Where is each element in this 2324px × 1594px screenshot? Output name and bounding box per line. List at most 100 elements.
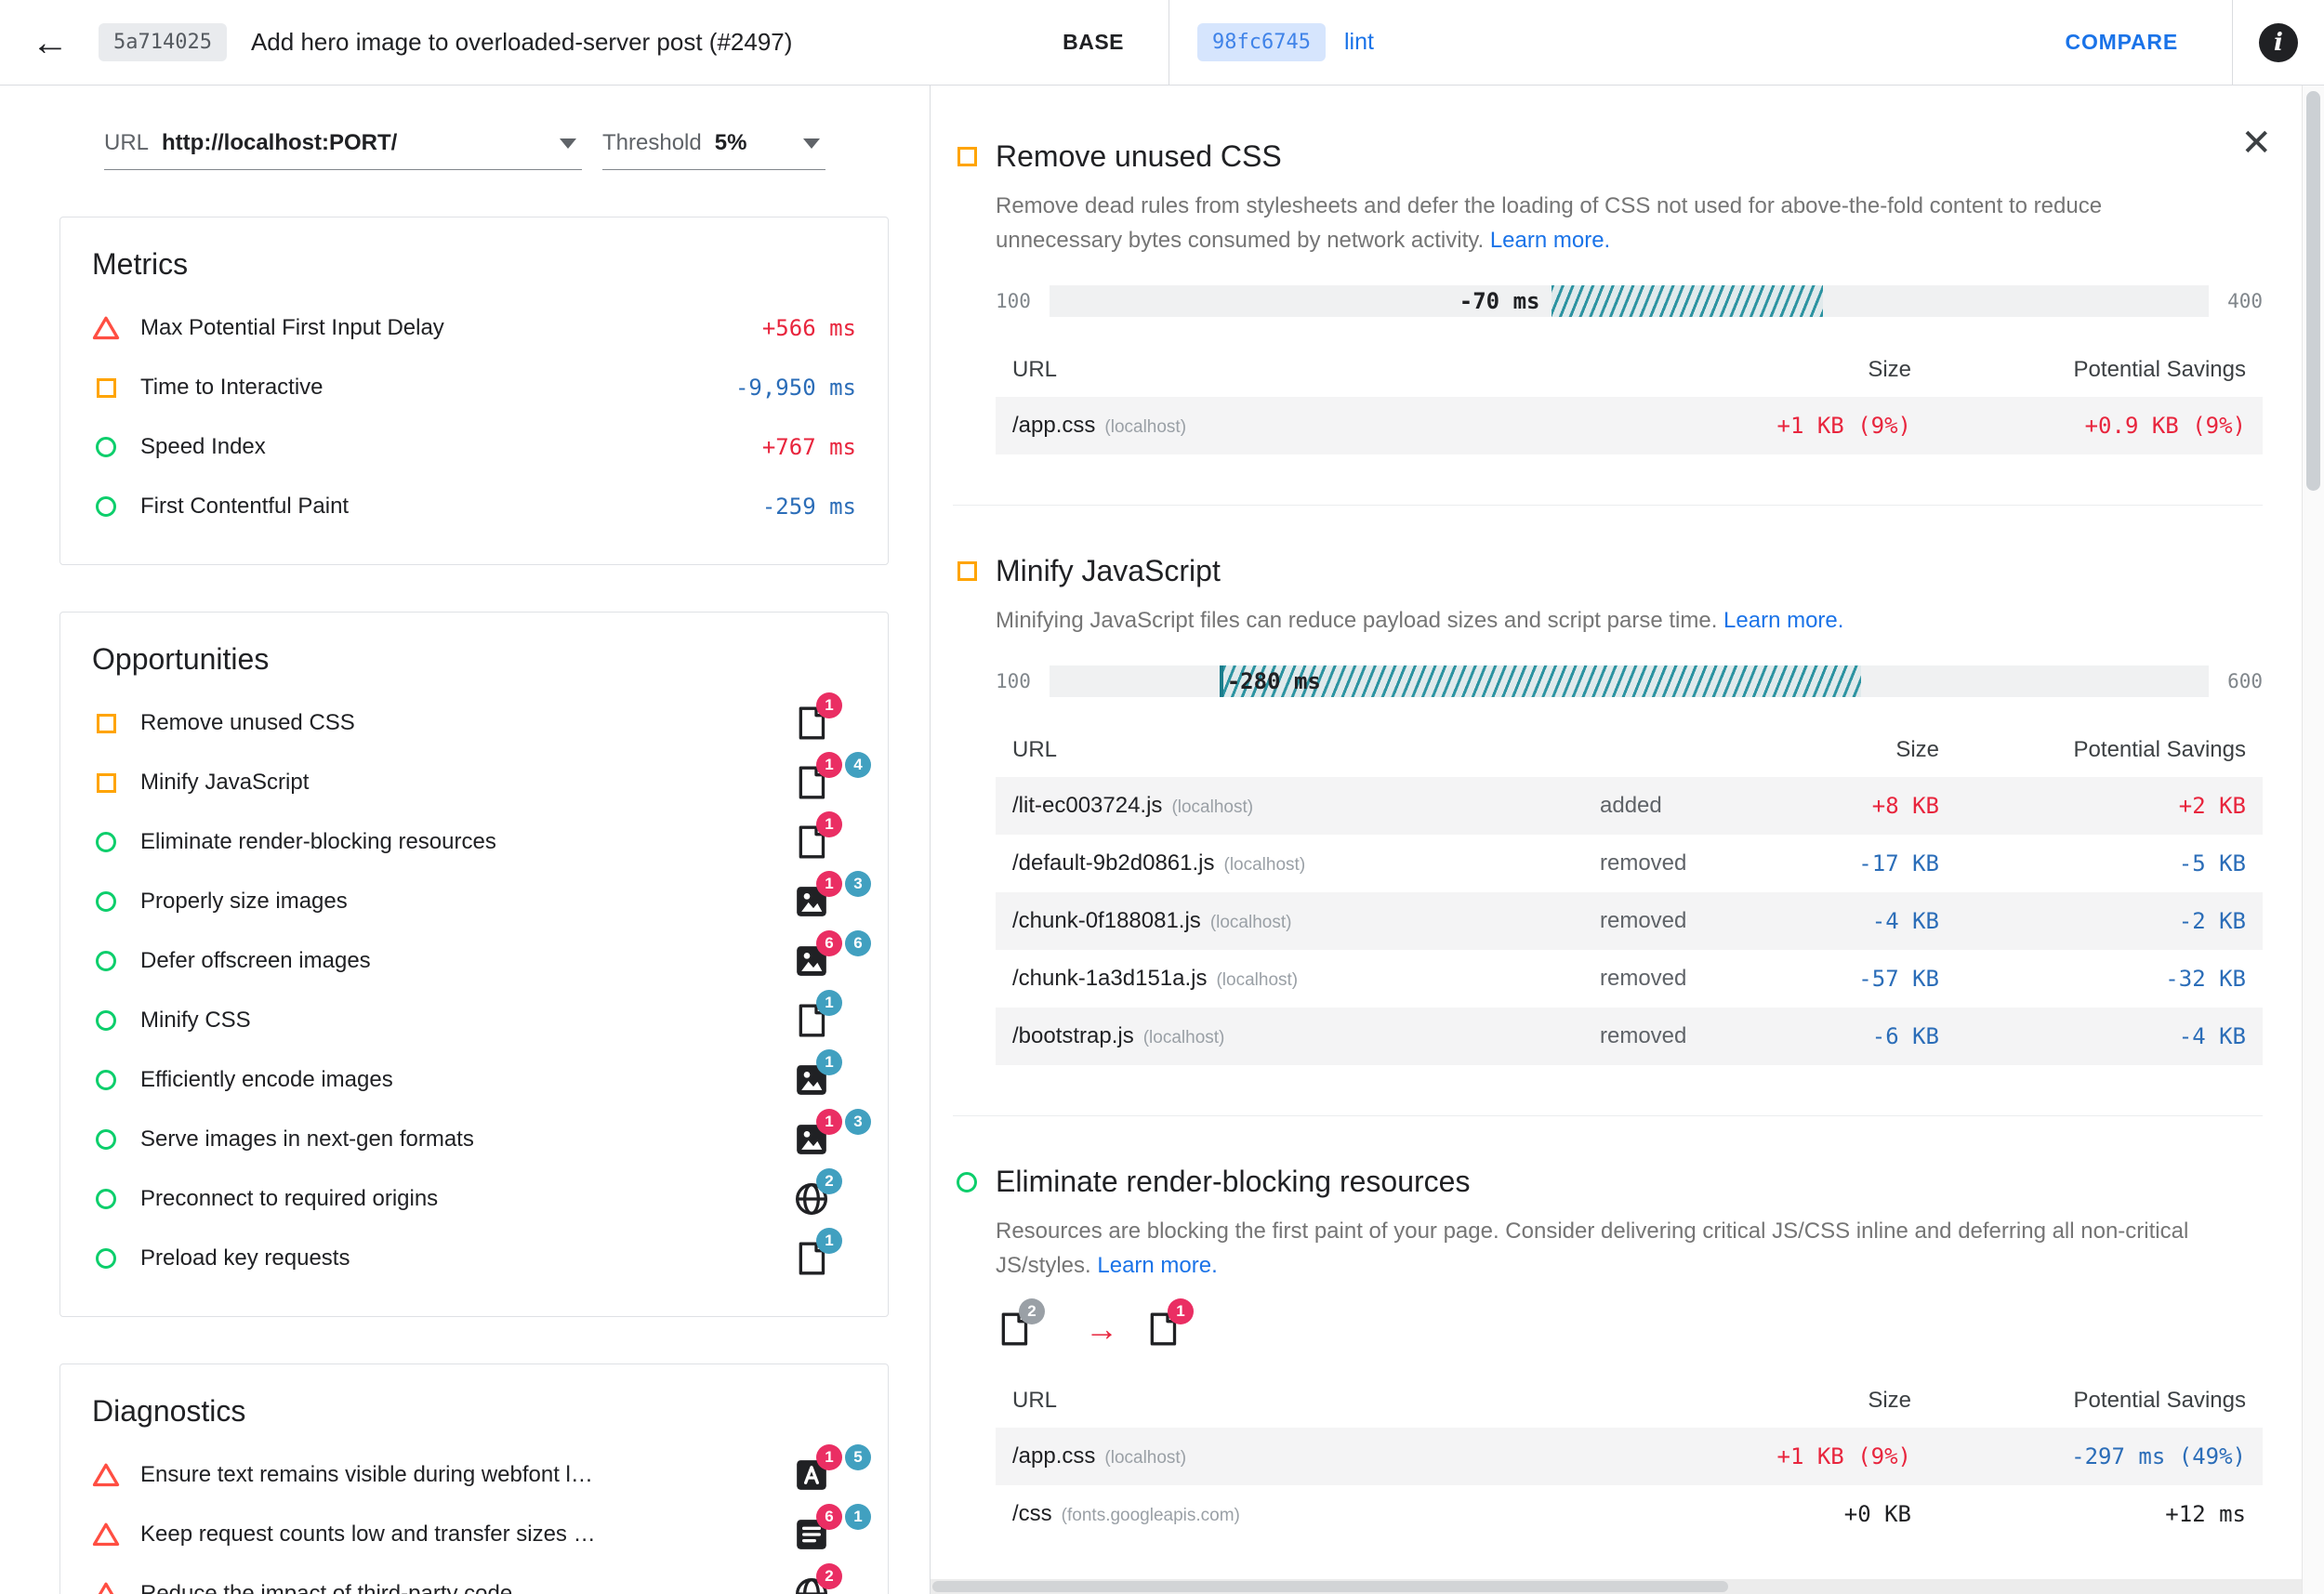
vertical-scrollbar[interactable] bbox=[2302, 86, 2324, 1594]
column-size: Size bbox=[1868, 357, 1911, 382]
opportunity-row[interactable]: Defer offscreen images 6 6 bbox=[92, 930, 871, 991]
fail-triangle-icon bbox=[92, 1580, 120, 1594]
column-savings: Potential Savings bbox=[2073, 357, 2246, 382]
chevron-down-icon bbox=[803, 138, 820, 149]
close-icon[interactable]: ✕ bbox=[2240, 123, 2272, 164]
metric-label: Speed Index bbox=[140, 434, 266, 459]
diagnostic-row[interactable]: Keep request counts low and transfer siz… bbox=[92, 1504, 871, 1564]
vertical-scrollbar-thumb[interactable] bbox=[2306, 91, 2320, 491]
detail-section-minify-javascript: Minify JavaScript Minifying JavaScript f… bbox=[953, 554, 2263, 1116]
horizontal-scrollbar-thumb[interactable] bbox=[932, 1581, 1728, 1592]
table-header: URL Size Potential Savings bbox=[996, 723, 2263, 777]
count-badge: 1 bbox=[816, 990, 842, 1016]
info-icon[interactable]: i bbox=[2259, 22, 2298, 62]
opportunity-row[interactable]: Preload key requests 1 bbox=[92, 1228, 856, 1288]
opportunity-row[interactable]: Minify JavaScript 1 4 bbox=[92, 752, 871, 812]
row-status: removed bbox=[1600, 966, 1687, 991]
savings-value: -2 KB bbox=[2178, 908, 2246, 934]
opportunity-row[interactable]: Serve images in next-gen formats 1 3 bbox=[92, 1109, 871, 1169]
savings-value: -5 KB bbox=[2178, 850, 2246, 876]
metric-value: +566 ms bbox=[761, 315, 856, 341]
timing-scale: 100 -70 ms 400 bbox=[996, 285, 2263, 317]
section-description: Resources are blocking the first paint o… bbox=[996, 1214, 2213, 1283]
opportunity-row[interactable]: Remove unused CSS 1 bbox=[92, 692, 856, 753]
opportunity-row[interactable]: Properly size images 1 3 bbox=[92, 871, 871, 931]
metric-row[interactable]: Speed Index +767 ms bbox=[92, 417, 856, 477]
learn-more-link[interactable]: Learn more. bbox=[1723, 608, 1844, 633]
threshold-select[interactable]: Threshold 5% bbox=[602, 126, 825, 170]
size-value: -57 KB bbox=[1858, 966, 1939, 992]
metric-row[interactable]: Max Potential First Input Delay +566 ms bbox=[92, 298, 856, 358]
opportunity-label: Efficiently encode images bbox=[140, 1067, 393, 1092]
section-header: Eliminate render-blocking resources bbox=[953, 1165, 2263, 1199]
header-compare-section: 98fc6745 lint COMPARE bbox=[1169, 0, 2233, 85]
opportunity-label: Eliminate render-blocking resources bbox=[140, 829, 496, 854]
pass-circle-icon bbox=[92, 891, 120, 912]
compare-button[interactable]: COMPARE bbox=[2065, 30, 2178, 54]
horizontal-scrollbar[interactable] bbox=[931, 1579, 2302, 1594]
learn-more-link[interactable]: Learn more. bbox=[1489, 228, 1611, 253]
diagnostic-row[interactable]: Reduce the impact of third-party code 2 bbox=[92, 1563, 856, 1594]
opportunity-label: Serve images in next-gen formats bbox=[140, 1126, 474, 1152]
metrics-card: Metrics Max Potential First Input Delay … bbox=[59, 217, 889, 565]
opportunity-label: Minify CSS bbox=[140, 1008, 251, 1033]
top-bar: ← 5a714025 Add hero image to overloaded-… bbox=[0, 0, 2324, 86]
description-text: Remove dead rules from stylesheets and d… bbox=[996, 193, 2103, 253]
resource-url: /default-9b2d0861.js (localhost) bbox=[1012, 850, 1306, 876]
fail-triangle-icon bbox=[92, 1521, 120, 1548]
document-icon: 1 bbox=[1144, 1298, 1194, 1348]
url-select[interactable]: URL http://localhost:PORT/ bbox=[104, 126, 582, 170]
column-savings: Potential Savings bbox=[2073, 1388, 2246, 1413]
count-badge: 2 bbox=[1019, 1298, 1045, 1324]
opportunity-row[interactable]: Minify CSS 1 bbox=[92, 990, 856, 1050]
size-value: +8 KB bbox=[1871, 793, 1939, 819]
back-button[interactable]: ← bbox=[26, 24, 74, 61]
url-select-value: http://localhost:PORT/ bbox=[162, 130, 398, 155]
base-label: BASE bbox=[1063, 30, 1124, 54]
section-title: Eliminate render-blocking resources bbox=[996, 1165, 1471, 1198]
detail-panel: ✕ Remove unused CSS Remove dead rules fr… bbox=[931, 86, 2324, 1594]
size-value: -4 KB bbox=[1871, 908, 1939, 934]
table-body: /app.css (localhost) +1 KB (9%) +0.9 KB (… bbox=[996, 397, 2263, 454]
opportunity-row[interactable]: Eliminate render-blocking resources 1 bbox=[92, 811, 856, 872]
size-value: +0 KB bbox=[1843, 1501, 1911, 1527]
opportunities-title: Opportunities bbox=[92, 642, 270, 676]
size-value: +1 KB (9%) bbox=[1776, 1443, 1912, 1469]
count-badge: 6 bbox=[845, 930, 871, 956]
scale-min: 100 bbox=[996, 290, 1031, 312]
column-savings: Potential Savings bbox=[2073, 737, 2246, 762]
description-text: Resources are blocking the first paint o… bbox=[996, 1219, 2189, 1278]
table-row: /default-9b2d0861.js (localhost) removed … bbox=[996, 835, 2263, 892]
size-value: -6 KB bbox=[1871, 1023, 1939, 1049]
opportunity-label: Remove unused CSS bbox=[140, 710, 355, 735]
resource-count-change: 2 → 1 bbox=[996, 1298, 2263, 1348]
opportunity-row[interactable]: Efficiently encode images 1 bbox=[92, 1049, 856, 1110]
opportunity-label: Minify JavaScript bbox=[140, 770, 310, 795]
pass-circle-icon bbox=[92, 1248, 120, 1269]
savings-value: +0.9 KB (9%) bbox=[2084, 413, 2246, 439]
count-badge: 4 bbox=[845, 752, 871, 778]
table-row: /css (fonts.googleapis.com) +0 KB +12 ms bbox=[996, 1485, 2263, 1543]
scale-track: -280 ms bbox=[1049, 665, 2210, 697]
learn-more-link[interactable]: Learn more. bbox=[1097, 1253, 1218, 1278]
diagnostic-row[interactable]: Ensure text remains visible during webfo… bbox=[92, 1444, 871, 1505]
table-header: URL Size Potential Savings bbox=[996, 343, 2263, 397]
table-row: /app.css (localhost) +1 KB (9%) -297 ms (… bbox=[996, 1428, 2263, 1485]
savings-value: +12 ms bbox=[2165, 1501, 2246, 1527]
diagnostic-label: Keep request counts low and transfer siz… bbox=[140, 1522, 596, 1547]
commit-title: Add hero image to overloaded-server post… bbox=[250, 28, 793, 56]
metric-row[interactable]: Time to Interactive -9,950 ms bbox=[92, 358, 856, 417]
section-description: Minifying JavaScript files can reduce pa… bbox=[996, 603, 2213, 638]
count-badge: 6 bbox=[816, 1504, 842, 1530]
opportunity-row[interactable]: Preconnect to required origins 2 bbox=[92, 1168, 856, 1229]
url-select-label: URL bbox=[104, 130, 150, 155]
compare-branch-link[interactable]: lint bbox=[1343, 29, 1374, 55]
opportunity-label: Preconnect to required origins bbox=[140, 1186, 439, 1211]
scale-max: 600 bbox=[2227, 670, 2263, 692]
fail-triangle-icon bbox=[92, 1461, 120, 1489]
document-icon: 1 bbox=[793, 990, 842, 1039]
header-base-section: ← 5a714025 Add hero image to overloaded-… bbox=[0, 0, 1169, 85]
metric-row[interactable]: First Contentful Paint -259 ms bbox=[92, 477, 856, 536]
table-row: /lit-ec003724.js (localhost) added +8 KB … bbox=[996, 777, 2263, 835]
section-description: Remove dead rules from stylesheets and d… bbox=[996, 189, 2213, 257]
